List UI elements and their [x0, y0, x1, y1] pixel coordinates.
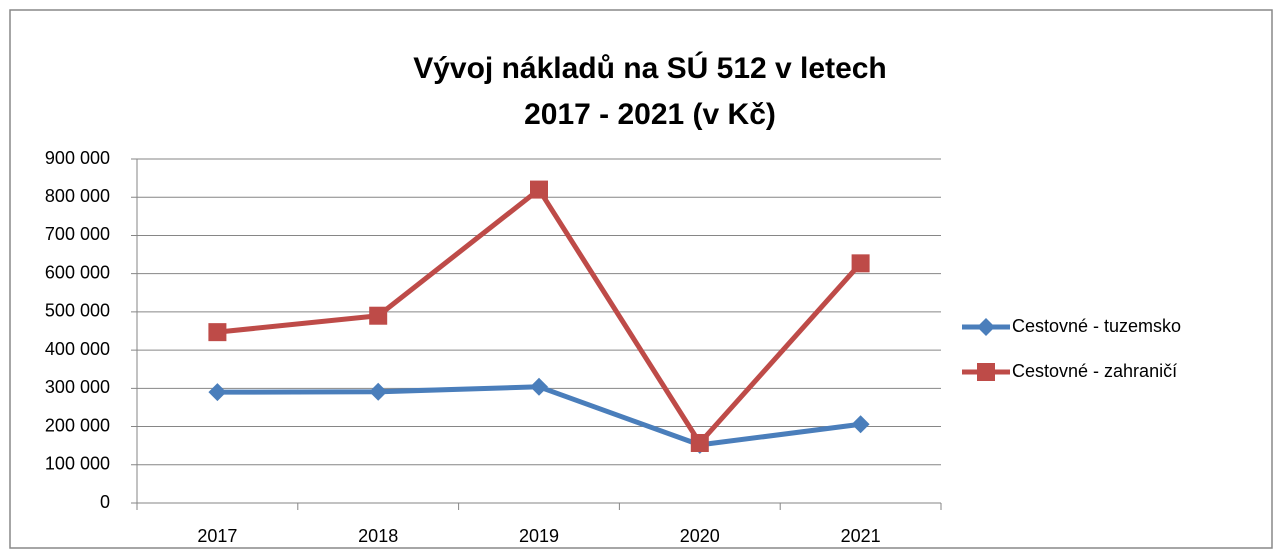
point [851, 254, 870, 273]
point [208, 323, 227, 342]
chart-title: 2017 - 2021 (v Kč) [524, 98, 776, 131]
point [851, 415, 870, 434]
y-tick-label: 200 000 [45, 415, 110, 435]
y-tick-label: 600 000 [45, 262, 110, 282]
legend-label: Cestovné - tuzemsko [1012, 316, 1181, 336]
y-tick-label: 300 000 [45, 377, 110, 397]
chart-border [9, 9, 1273, 549]
y-tick-label: 100 000 [45, 454, 110, 474]
y-tick-label: 900 000 [45, 148, 110, 168]
x-tick-label: 2020 [680, 526, 720, 546]
point [369, 306, 388, 325]
point [530, 180, 548, 199]
legend-marker [977, 318, 995, 336]
y-tick-label: 500 000 [45, 301, 110, 321]
x-tick-label: 2018 [358, 526, 398, 546]
y-tick-label: 0 [100, 492, 110, 512]
point [690, 433, 709, 452]
x-tick-label: 2019 [519, 526, 559, 546]
point [369, 382, 388, 401]
legend-marker [977, 363, 995, 381]
x-tick-label: 2017 [197, 526, 237, 546]
point [208, 383, 227, 402]
y-tick-label: 800 000 [45, 186, 110, 206]
chart-title: Vývoj nákladů na SÚ 512 v letech [413, 51, 887, 85]
x-tick-label: 2021 [841, 526, 881, 546]
y-tick-label: 700 000 [45, 224, 110, 244]
point [530, 377, 548, 396]
y-tick-label: 400 000 [45, 339, 110, 359]
legend-label: Cestovné - zahraničí [1012, 361, 1177, 381]
